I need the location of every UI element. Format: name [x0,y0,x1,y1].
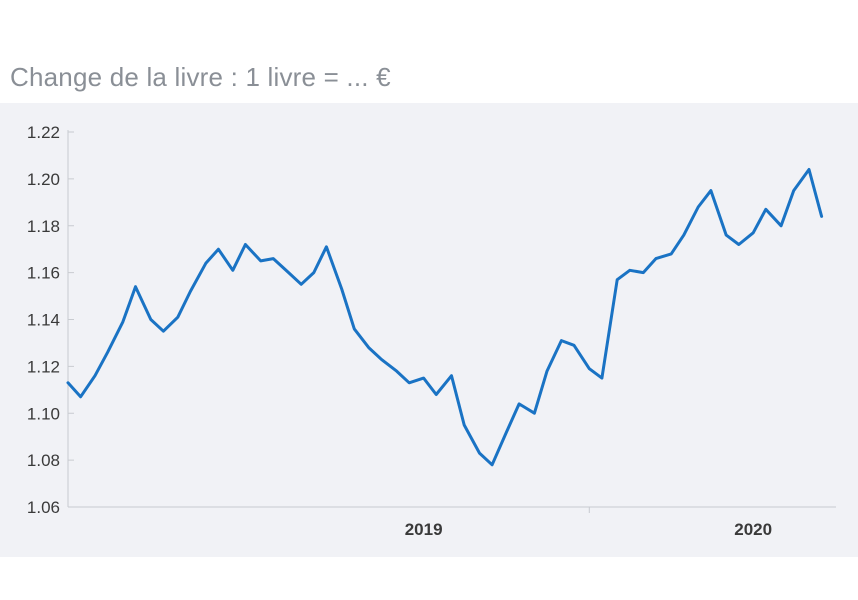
y-tick-label: 1.16 [27,264,60,283]
y-tick-label: 1.06 [27,498,60,517]
y-tick-label: 1.22 [27,123,60,142]
series-line [66,168,824,467]
y-tick-label: 1.14 [27,311,60,330]
axes [67,130,836,508]
x-tick-label: 2020 [734,520,772,539]
y-tick-label: 1.12 [27,357,60,376]
chart-title: Change de la livre : 1 livre = ... € [10,62,391,92]
chart-panel [0,103,858,557]
x-axis-ticks: 2019 2020 [405,507,772,539]
y-tick-label: 1.10 [27,404,60,423]
y-tick-label: 1.20 [27,170,60,189]
y-tick-label: 1.08 [27,451,60,470]
series-group [66,168,824,467]
x-tick-label: 2019 [405,520,443,539]
y-tick-label: 1.18 [27,217,60,236]
y-axis-ticks: 1.06 1.08 1.10 1.12 1.14 1.16 1.18 1.20 1.22 [27,123,74,517]
